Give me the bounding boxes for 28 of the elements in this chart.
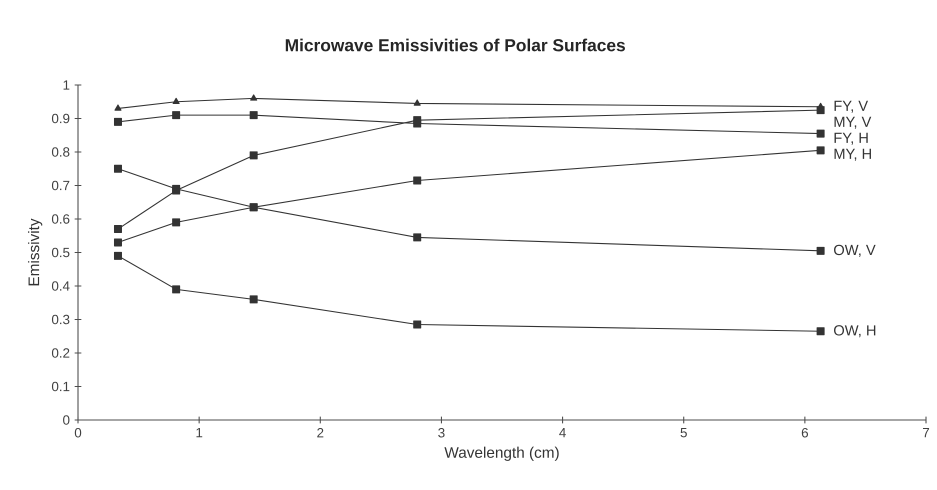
series-label: FY, H [834,132,868,145]
chart-title: Microwave Emissivities of Polar Surfaces [286,38,625,52]
x-tick-label: 7 [922,428,930,438]
y-tick-label: 0.6 [52,214,70,224]
x-tick-label: 1 [196,428,202,438]
y-tick-label: 1 [64,80,70,90]
y-tick-label: 0.9 [52,114,70,124]
x-tick-label: 3 [438,428,445,438]
series-label: MY, V [834,116,872,129]
x-tick-label: 5 [680,428,687,438]
series-label: FY, V [834,100,868,113]
y-tick-label: 0.2 [52,348,70,358]
x-tick-label: 6 [802,428,808,438]
y-axis-title: Emissivity [28,218,42,286]
y-tick-label: 0.4 [52,281,70,291]
x-axis-title: Wavelength (cm) [444,446,559,461]
y-tick-label: 0.3 [52,314,70,324]
series-label: OW, H [834,325,876,338]
y-tick-label: 0.7 [52,180,70,190]
y-tick-label: 0.8 [52,147,70,157]
series-label: OW, V [834,244,876,257]
series-label: MY, H [834,148,871,161]
y-tick-label: 0.5 [52,248,70,258]
x-tick-label: 2 [317,428,324,438]
y-tick-label: 0.1 [52,382,70,392]
x-tick-label: 4 [559,428,566,438]
x-tick-label: 0 [74,428,82,438]
y-tick-label: 0 [63,415,70,425]
